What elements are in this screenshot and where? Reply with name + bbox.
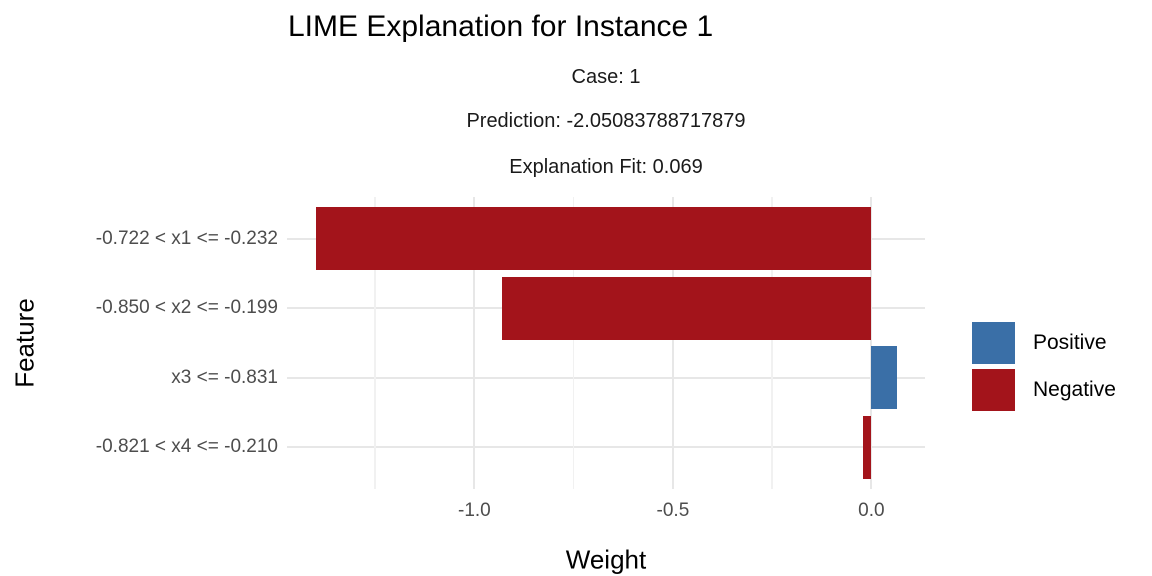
legend: Positive Negative	[972, 322, 1116, 416]
bar-4	[863, 416, 872, 479]
plot-title: LIME Explanation for Instance 1	[288, 10, 714, 43]
y-tick-label: -0.722 < x1 <= -0.232	[95, 227, 278, 249]
strip-prediction-label: Prediction: -2.05083788717879	[466, 110, 746, 132]
legend-label: Negative	[1033, 378, 1116, 401]
gridline-horizontal	[287, 446, 925, 449]
bar-1	[315, 207, 872, 270]
y-tick-label: -0.850 < x2 <= -0.199	[95, 297, 278, 319]
bar-2	[502, 276, 872, 340]
strip-explanation-fit-label: Explanation Fit: 0.069	[509, 156, 703, 178]
x-tick-label: 0.0	[858, 500, 885, 521]
legend-label: Positive	[1033, 331, 1107, 354]
gridline-vertical-major	[473, 197, 476, 489]
gridline-vertical-minor	[771, 197, 773, 489]
gridline-vertical-minor	[572, 197, 575, 489]
gridline-vertical-major	[671, 197, 674, 489]
y-tick-label: -0.821 < x4 <= -0.210	[95, 436, 278, 458]
legend-key-positive	[972, 322, 1015, 364]
y-tick-label: x3 <= -0.831	[171, 366, 278, 388]
x-tick-label: -0.5	[656, 500, 690, 521]
x-tick-label: -1.0	[458, 500, 491, 521]
legend-entry: Negative	[972, 369, 1116, 411]
gridline-vertical-minor	[374, 197, 376, 489]
x-axis-title: Weight	[565, 544, 647, 575]
gridline-vertical-major	[870, 197, 873, 489]
legend-entry: Positive	[972, 322, 1116, 364]
legend-key-negative	[972, 369, 1015, 411]
bar-3	[871, 346, 897, 410]
gridline-horizontal	[287, 376, 925, 379]
strip-case-label: Case: 1	[571, 66, 641, 88]
plot-panel	[287, 197, 925, 489]
